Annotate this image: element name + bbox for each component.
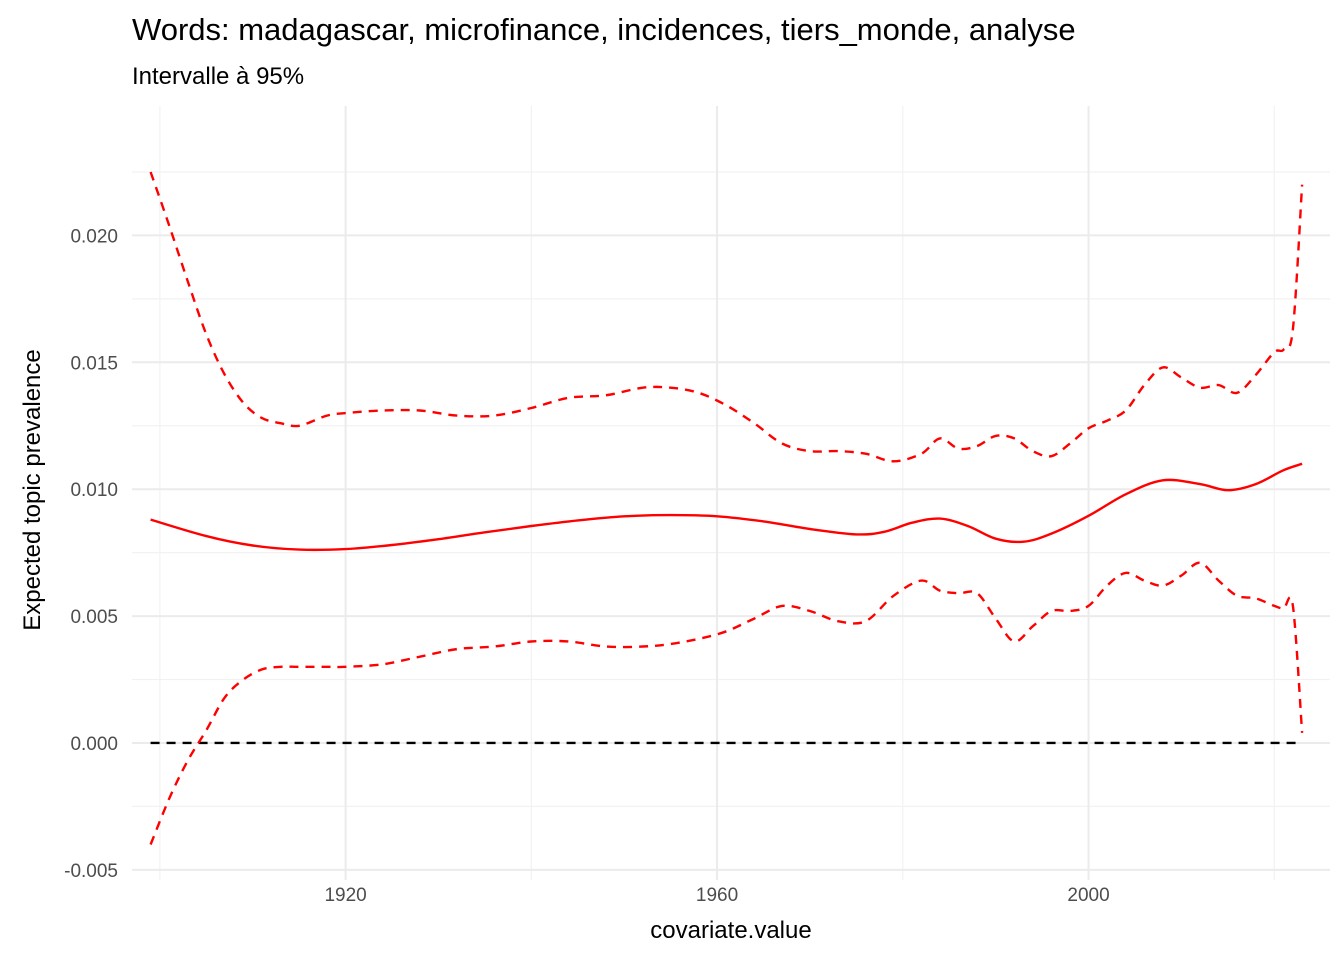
y-tick-labels: -0.005 0.000 0.005 0.010 0.015 0.020 [64,226,118,881]
y-tick-label: 0.015 [70,353,118,374]
x-tick-label: 1920 [324,885,366,906]
lower-95-line [149,561,1304,845]
x-tick-label: 1960 [696,885,738,906]
y-tick-label: -0.005 [64,861,118,882]
chart-subtitle: Intervalle à 95% [132,63,304,90]
y-tick-label: 0.020 [70,226,118,247]
y-tick-label: 0.005 [70,607,118,628]
x-axis-title: covariate.value [650,917,811,944]
major-gridlines [132,106,1330,880]
y-axis-title: Expected topic prevalence [19,349,46,631]
minor-gridlines [132,106,1330,880]
x-tick-label: 2000 [1067,885,1109,906]
y-tick-label: 0.000 [70,734,118,755]
y-tick-label: 0.010 [70,480,118,501]
chart-title: Words: madagascar, microfinance, inciden… [132,12,1076,47]
estimate-line [150,462,1303,552]
series-layer [149,171,1304,845]
x-tick-labels: 1920 1960 2000 [324,885,1109,906]
upper-95-line [149,171,1304,463]
